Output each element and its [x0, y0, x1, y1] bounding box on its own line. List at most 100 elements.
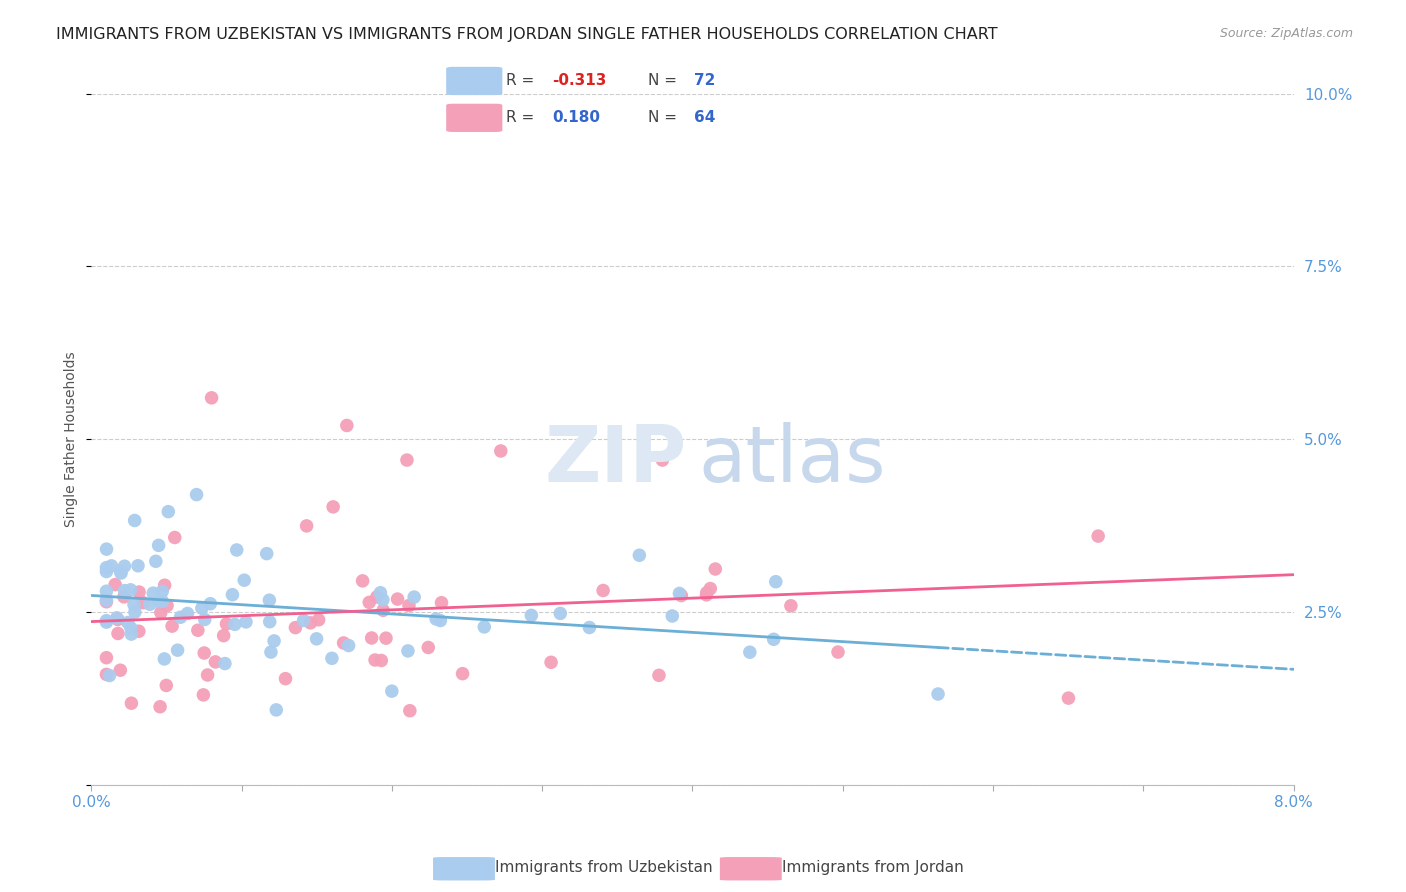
- Point: [1087, 529, 1109, 543]
- Point: [96, 614, 118, 628]
- Point: [305, 632, 328, 646]
- Point: [96, 615, 118, 629]
- Point: [352, 574, 374, 588]
- Point: [235, 615, 257, 629]
- Point: [332, 636, 354, 650]
- Point: [224, 617, 246, 632]
- Point: [153, 652, 176, 666]
- Point: [927, 687, 949, 701]
- Point: [120, 696, 142, 710]
- Point: [370, 586, 392, 600]
- Point: [780, 599, 803, 613]
- Point: [96, 565, 118, 579]
- Point: [364, 653, 387, 667]
- Point: [299, 615, 322, 630]
- Point: [153, 578, 176, 592]
- Point: [100, 558, 122, 573]
- Point: [105, 611, 128, 625]
- Point: [114, 559, 136, 574]
- Point: [110, 663, 132, 677]
- Text: 0.180: 0.180: [553, 110, 600, 125]
- Point: [396, 644, 419, 658]
- Point: [398, 704, 420, 718]
- Point: [169, 610, 191, 624]
- Point: [699, 582, 721, 596]
- Point: [292, 614, 315, 628]
- Point: [186, 487, 208, 501]
- Point: [155, 678, 177, 692]
- Point: [96, 584, 118, 599]
- Point: [128, 585, 150, 599]
- Point: [695, 588, 717, 602]
- Point: [156, 599, 179, 613]
- Point: [418, 640, 440, 655]
- Point: [375, 631, 398, 645]
- Point: [148, 594, 170, 608]
- FancyBboxPatch shape: [446, 103, 502, 132]
- Point: [132, 596, 155, 610]
- Point: [628, 548, 651, 562]
- Point: [321, 651, 343, 665]
- Point: [295, 519, 318, 533]
- Point: [671, 589, 693, 603]
- Point: [661, 609, 683, 624]
- Point: [117, 615, 139, 630]
- Text: ZIP: ZIP: [544, 422, 686, 498]
- Point: [398, 599, 420, 613]
- Point: [668, 586, 690, 600]
- Text: R =: R =: [506, 73, 534, 88]
- Point: [827, 645, 849, 659]
- Point: [259, 593, 281, 607]
- Point: [160, 619, 183, 633]
- Point: [98, 668, 121, 682]
- Point: [104, 577, 127, 591]
- Point: [142, 586, 165, 600]
- Point: [430, 596, 453, 610]
- Point: [149, 606, 172, 620]
- Point: [359, 595, 381, 609]
- Point: [194, 612, 217, 626]
- Point: [187, 624, 209, 638]
- Text: R =: R =: [506, 110, 534, 125]
- Point: [150, 584, 173, 599]
- Point: [765, 574, 787, 589]
- Point: [578, 620, 600, 634]
- Point: [370, 653, 392, 667]
- Point: [120, 582, 142, 597]
- Point: [145, 554, 167, 568]
- Point: [366, 590, 388, 604]
- Point: [201, 391, 224, 405]
- FancyBboxPatch shape: [720, 857, 782, 880]
- Point: [114, 583, 136, 598]
- Point: [738, 645, 761, 659]
- Point: [191, 601, 214, 615]
- Point: [193, 646, 215, 660]
- Point: [148, 538, 170, 552]
- Point: [197, 668, 219, 682]
- Point: [381, 684, 404, 698]
- Point: [472, 620, 495, 634]
- Point: [308, 613, 330, 627]
- Point: [150, 594, 173, 608]
- Text: N =: N =: [648, 110, 676, 125]
- Point: [264, 703, 287, 717]
- Point: [212, 629, 235, 643]
- Text: 64: 64: [695, 110, 716, 125]
- FancyBboxPatch shape: [446, 67, 502, 95]
- Point: [762, 632, 785, 647]
- Point: [371, 592, 394, 607]
- Point: [337, 639, 360, 653]
- Point: [648, 668, 671, 682]
- Text: -0.313: -0.313: [553, 73, 606, 88]
- Point: [128, 624, 150, 639]
- Point: [395, 453, 418, 467]
- Text: Source: ZipAtlas.com: Source: ZipAtlas.com: [1219, 27, 1353, 40]
- Text: atlas: atlas: [699, 422, 886, 498]
- Point: [107, 626, 129, 640]
- Point: [489, 444, 512, 458]
- Point: [110, 565, 132, 579]
- Text: IMMIGRANTS FROM UZBEKISTAN VS IMMIGRANTS FROM JORDAN SINGLE FATHER HOUSEHOLDS CO: IMMIGRANTS FROM UZBEKISTAN VS IMMIGRANTS…: [56, 27, 998, 42]
- Point: [96, 542, 118, 557]
- Text: Immigrants from Jordan: Immigrants from Jordan: [782, 861, 963, 875]
- Point: [260, 645, 283, 659]
